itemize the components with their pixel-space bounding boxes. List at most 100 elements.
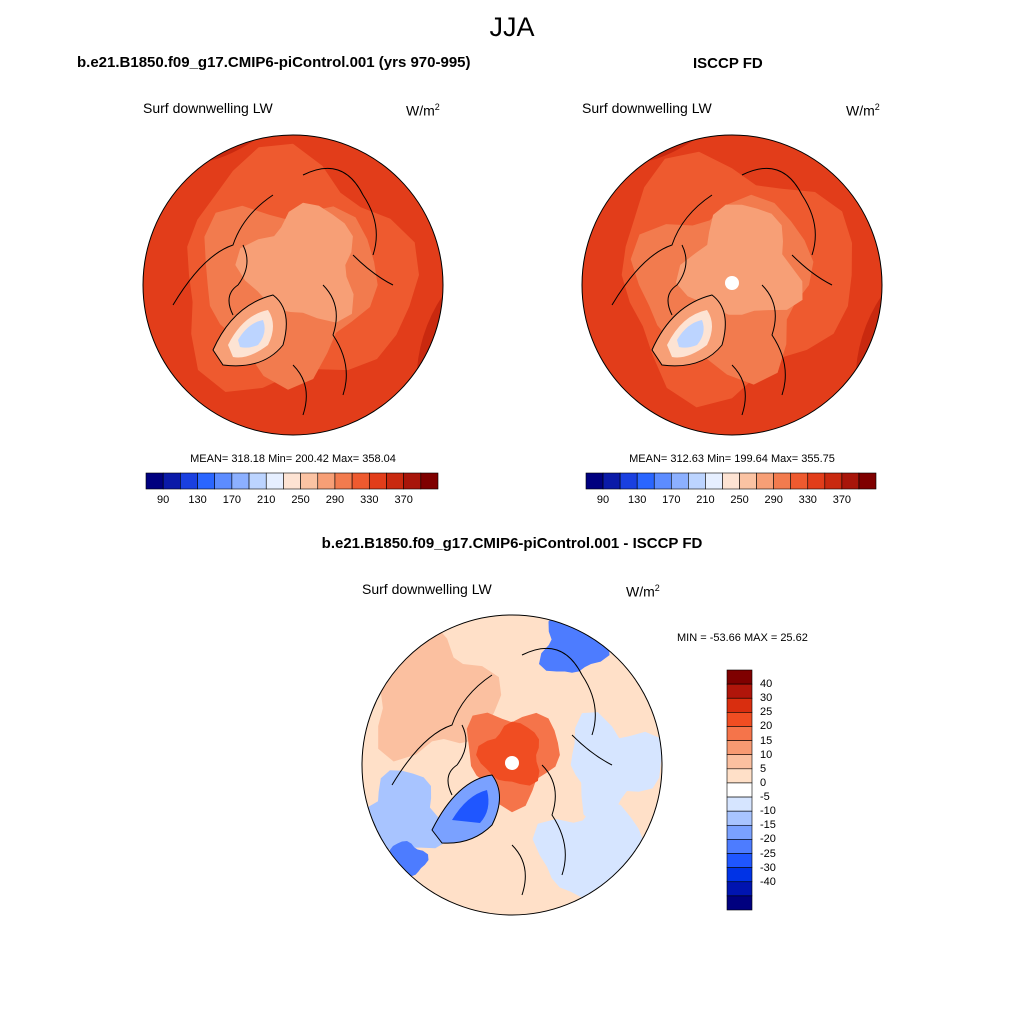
- colorbar-box: [726, 810, 753, 826]
- colorbar-box: [726, 754, 753, 770]
- colorbar-tick-label: 250: [291, 494, 310, 506]
- panel-2-colorbar-ticks: 90 130 170 210 250 290 330 370: [586, 494, 876, 508]
- panel-2-colorbar: [585, 472, 877, 490]
- main-title: JJA: [489, 12, 535, 42]
- colorbar-box: [653, 472, 672, 490]
- panel-1-units: W/m2: [406, 102, 440, 119]
- colorbar-box: [739, 472, 757, 490]
- colorbar-box: [756, 472, 774, 490]
- panel-1-variable-label: Surf downwelling LW: [143, 100, 273, 116]
- colorbar-tick-label: -20: [760, 833, 776, 846]
- panel-3-variable-label: Surf downwelling LW: [362, 581, 492, 597]
- panel-3-stats: MIN = -53.66 MAX = 25.62: [677, 632, 808, 644]
- colorbar-box: [351, 472, 370, 490]
- coastline: [391, 647, 613, 896]
- colorbar-tick-label: 10: [760, 748, 773, 761]
- colorbar-box: [688, 472, 706, 490]
- colorbar-tick-label: 170: [662, 494, 681, 506]
- coastline: [611, 167, 833, 416]
- colorbar-tick-label: 15: [760, 734, 773, 747]
- colorbar-tick-label: 0: [760, 776, 767, 789]
- panel-3-title: b.e21.B1850.f09_g17.CMIP6-piControl.001 …: [321, 535, 703, 552]
- colorbar-box: [602, 472, 621, 490]
- colorbar-tick-label: 210: [696, 494, 715, 506]
- colorbar-box: [726, 895, 753, 911]
- colorbar-box: [726, 726, 753, 741]
- colorbar-box: [317, 472, 336, 490]
- colorbar-box: [248, 472, 267, 490]
- colorbar-box: [420, 472, 439, 490]
- colorbar-box: [726, 796, 753, 812]
- colorbar-tick-label: 290: [764, 494, 783, 506]
- panel-1-stats: MEAN= 318.18 Min= 200.42 Max= 358.04: [190, 453, 396, 465]
- colorbar-box: [726, 853, 753, 868]
- panel-3-polar-map: [361, 614, 663, 916]
- colorbar-box: [790, 472, 809, 490]
- colorbar-tick-label: 370: [394, 494, 413, 506]
- colorbar-box: [162, 472, 181, 490]
- colorbar-box: [726, 839, 753, 854]
- panel-3-colorbar-ticks: 40 30 25 20 15 10 5 0 -5 -10 -15 -20 -25 -30 -40: [760, 670, 800, 910]
- colorbar-tick-label: 5: [760, 762, 767, 775]
- colorbar-tick-label: -25: [760, 847, 776, 860]
- panel-1-polar-map: [142, 134, 444, 436]
- colorbar-tick-label: 30: [760, 692, 773, 705]
- colorbar-box: [145, 472, 164, 490]
- colorbar-box: [265, 472, 284, 490]
- colorbar-tick-label: 250: [730, 494, 749, 506]
- colorbar-box: [585, 472, 604, 490]
- colorbar-tick-label: 330: [360, 494, 379, 506]
- colorbar-box: [726, 740, 753, 756]
- colorbar-box: [726, 881, 753, 897]
- colorbar-tick-label: 170: [222, 494, 242, 506]
- colorbar-box: [726, 669, 753, 685]
- colorbar-tick-label: 25: [760, 706, 773, 719]
- colorbar-tick-label: 90: [157, 494, 170, 506]
- colorbar-tick-label: 370: [832, 494, 852, 506]
- colorbar-box: [619, 472, 638, 490]
- coastline: [172, 167, 394, 416]
- panel-2-polar-map: [581, 134, 883, 436]
- colorbar-tick-label: -10: [760, 805, 776, 818]
- colorbar-tick-label: 330: [798, 494, 817, 506]
- colorbar-tick-label: -40: [760, 875, 776, 888]
- colorbar-box: [636, 472, 655, 490]
- panel-1-colorbar: [145, 472, 439, 490]
- colorbar-tick-label: 130: [188, 494, 207, 506]
- panel-2-title: ISCCP FD: [693, 55, 763, 72]
- colorbar-tick-label: 210: [257, 494, 276, 506]
- panel-3-units: W/m2: [626, 583, 660, 600]
- colorbar-tick-label: 20: [760, 720, 773, 733]
- colorbar-box: [386, 472, 404, 490]
- colorbar-box: [283, 472, 301, 490]
- colorbar-box: [726, 683, 753, 699]
- colorbar-box: [403, 472, 422, 490]
- colorbar-box: [773, 472, 792, 490]
- colorbar-tick-label: 40: [760, 678, 773, 691]
- colorbar-box: [670, 472, 689, 490]
- colorbar-tick-label: -15: [760, 819, 776, 832]
- colorbar-box: [334, 472, 353, 490]
- colorbar-tick-label: -30: [760, 861, 776, 874]
- colorbar-box: [726, 697, 753, 713]
- panel-1-title: b.e21.B1850.f09_g17.CMIP6-piControl.001 …: [77, 54, 471, 71]
- colorbar-box: [705, 472, 723, 490]
- colorbar-box: [726, 824, 753, 840]
- colorbar-box: [300, 472, 319, 490]
- colorbar-box: [726, 867, 753, 883]
- colorbar-tick-label: -5: [760, 791, 770, 804]
- panel-2-units: W/m2: [846, 102, 880, 119]
- colorbar-box: [180, 472, 198, 490]
- colorbar-box: [726, 712, 753, 727]
- colorbar-box: [214, 472, 233, 490]
- colorbar-box: [841, 472, 860, 490]
- colorbar-box: [197, 472, 216, 490]
- colorbar-box: [722, 472, 740, 490]
- colorbar-box: [231, 472, 250, 490]
- colorbar-box: [807, 472, 826, 490]
- colorbar-tick-label: 290: [325, 494, 345, 506]
- panel-1-colorbar-ticks: 90 130 170 210 250 290 330 370: [146, 494, 438, 508]
- colorbar-tick-label: 90: [596, 494, 610, 506]
- panel-3-colorbar: [726, 669, 753, 911]
- colorbar-box: [726, 782, 753, 798]
